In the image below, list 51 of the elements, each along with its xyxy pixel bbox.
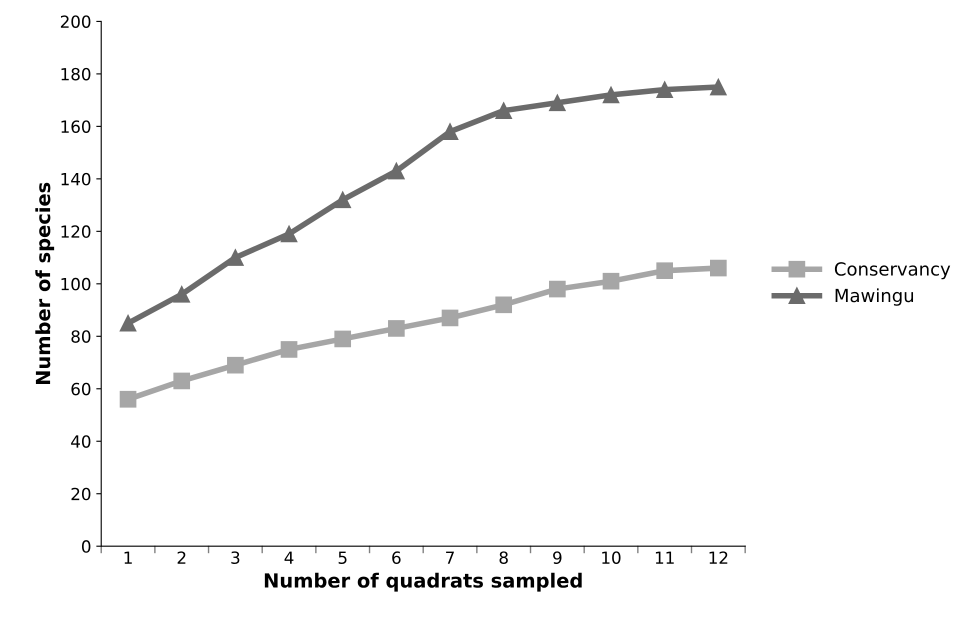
point: [495, 102, 512, 119]
point: [334, 192, 352, 208]
point: [120, 390, 136, 408]
x-tick-label: 5: [338, 552, 347, 564]
point: [388, 162, 405, 180]
point: [442, 123, 458, 140]
point: [227, 356, 244, 374]
legend-label: Mawingu: [836, 288, 914, 306]
y-tick-label: 140: [62, 172, 90, 186]
point: [656, 262, 674, 280]
x-tick-label: 7: [446, 552, 454, 564]
point: [442, 310, 458, 326]
y-tick-label: 0: [82, 540, 90, 553]
y-tick-label: 120: [62, 225, 90, 238]
x-tick-label: 11: [656, 552, 674, 564]
y-axis-title: Number of species: [35, 182, 54, 384]
point: [173, 286, 190, 303]
point: [280, 341, 298, 358]
y-tick-label: 200: [60, 15, 90, 28]
x-tick-label: 6: [392, 551, 401, 564]
x-axis-title: Number of quadrats sampled: [264, 572, 582, 592]
legend-label: Conservancy: [834, 262, 950, 280]
point: [549, 280, 566, 298]
point: [656, 81, 674, 98]
x-tick-label: 2: [178, 551, 186, 564]
y-tick-label: 80: [71, 330, 90, 343]
x-tick-label: 10: [602, 551, 621, 564]
x-tick-label: 9: [553, 551, 562, 564]
point: [173, 372, 190, 390]
point: [388, 320, 405, 337]
point: [710, 260, 727, 276]
y-tick-label: 60: [71, 382, 90, 396]
y-tick-label: 20: [72, 488, 90, 500]
y-tick-label: 100: [62, 278, 90, 290]
x-tick-label: 12: [710, 551, 728, 564]
point: [280, 226, 298, 242]
x-tick-label: 8: [500, 551, 508, 564]
x-tick-label: 4: [284, 552, 294, 564]
point: [710, 78, 727, 96]
x-tick-label: 1: [124, 552, 132, 564]
point: [602, 86, 620, 104]
y-tick-label: 40: [71, 435, 90, 448]
point: [602, 272, 620, 290]
point: [227, 249, 244, 266]
point: [495, 296, 512, 314]
point: [334, 330, 352, 348]
point: [120, 314, 136, 332]
x-tick-label: 3: [231, 551, 240, 564]
y-tick-label: 180: [62, 68, 90, 80]
y-tick-label: 160: [62, 120, 90, 133]
point: [549, 94, 566, 112]
